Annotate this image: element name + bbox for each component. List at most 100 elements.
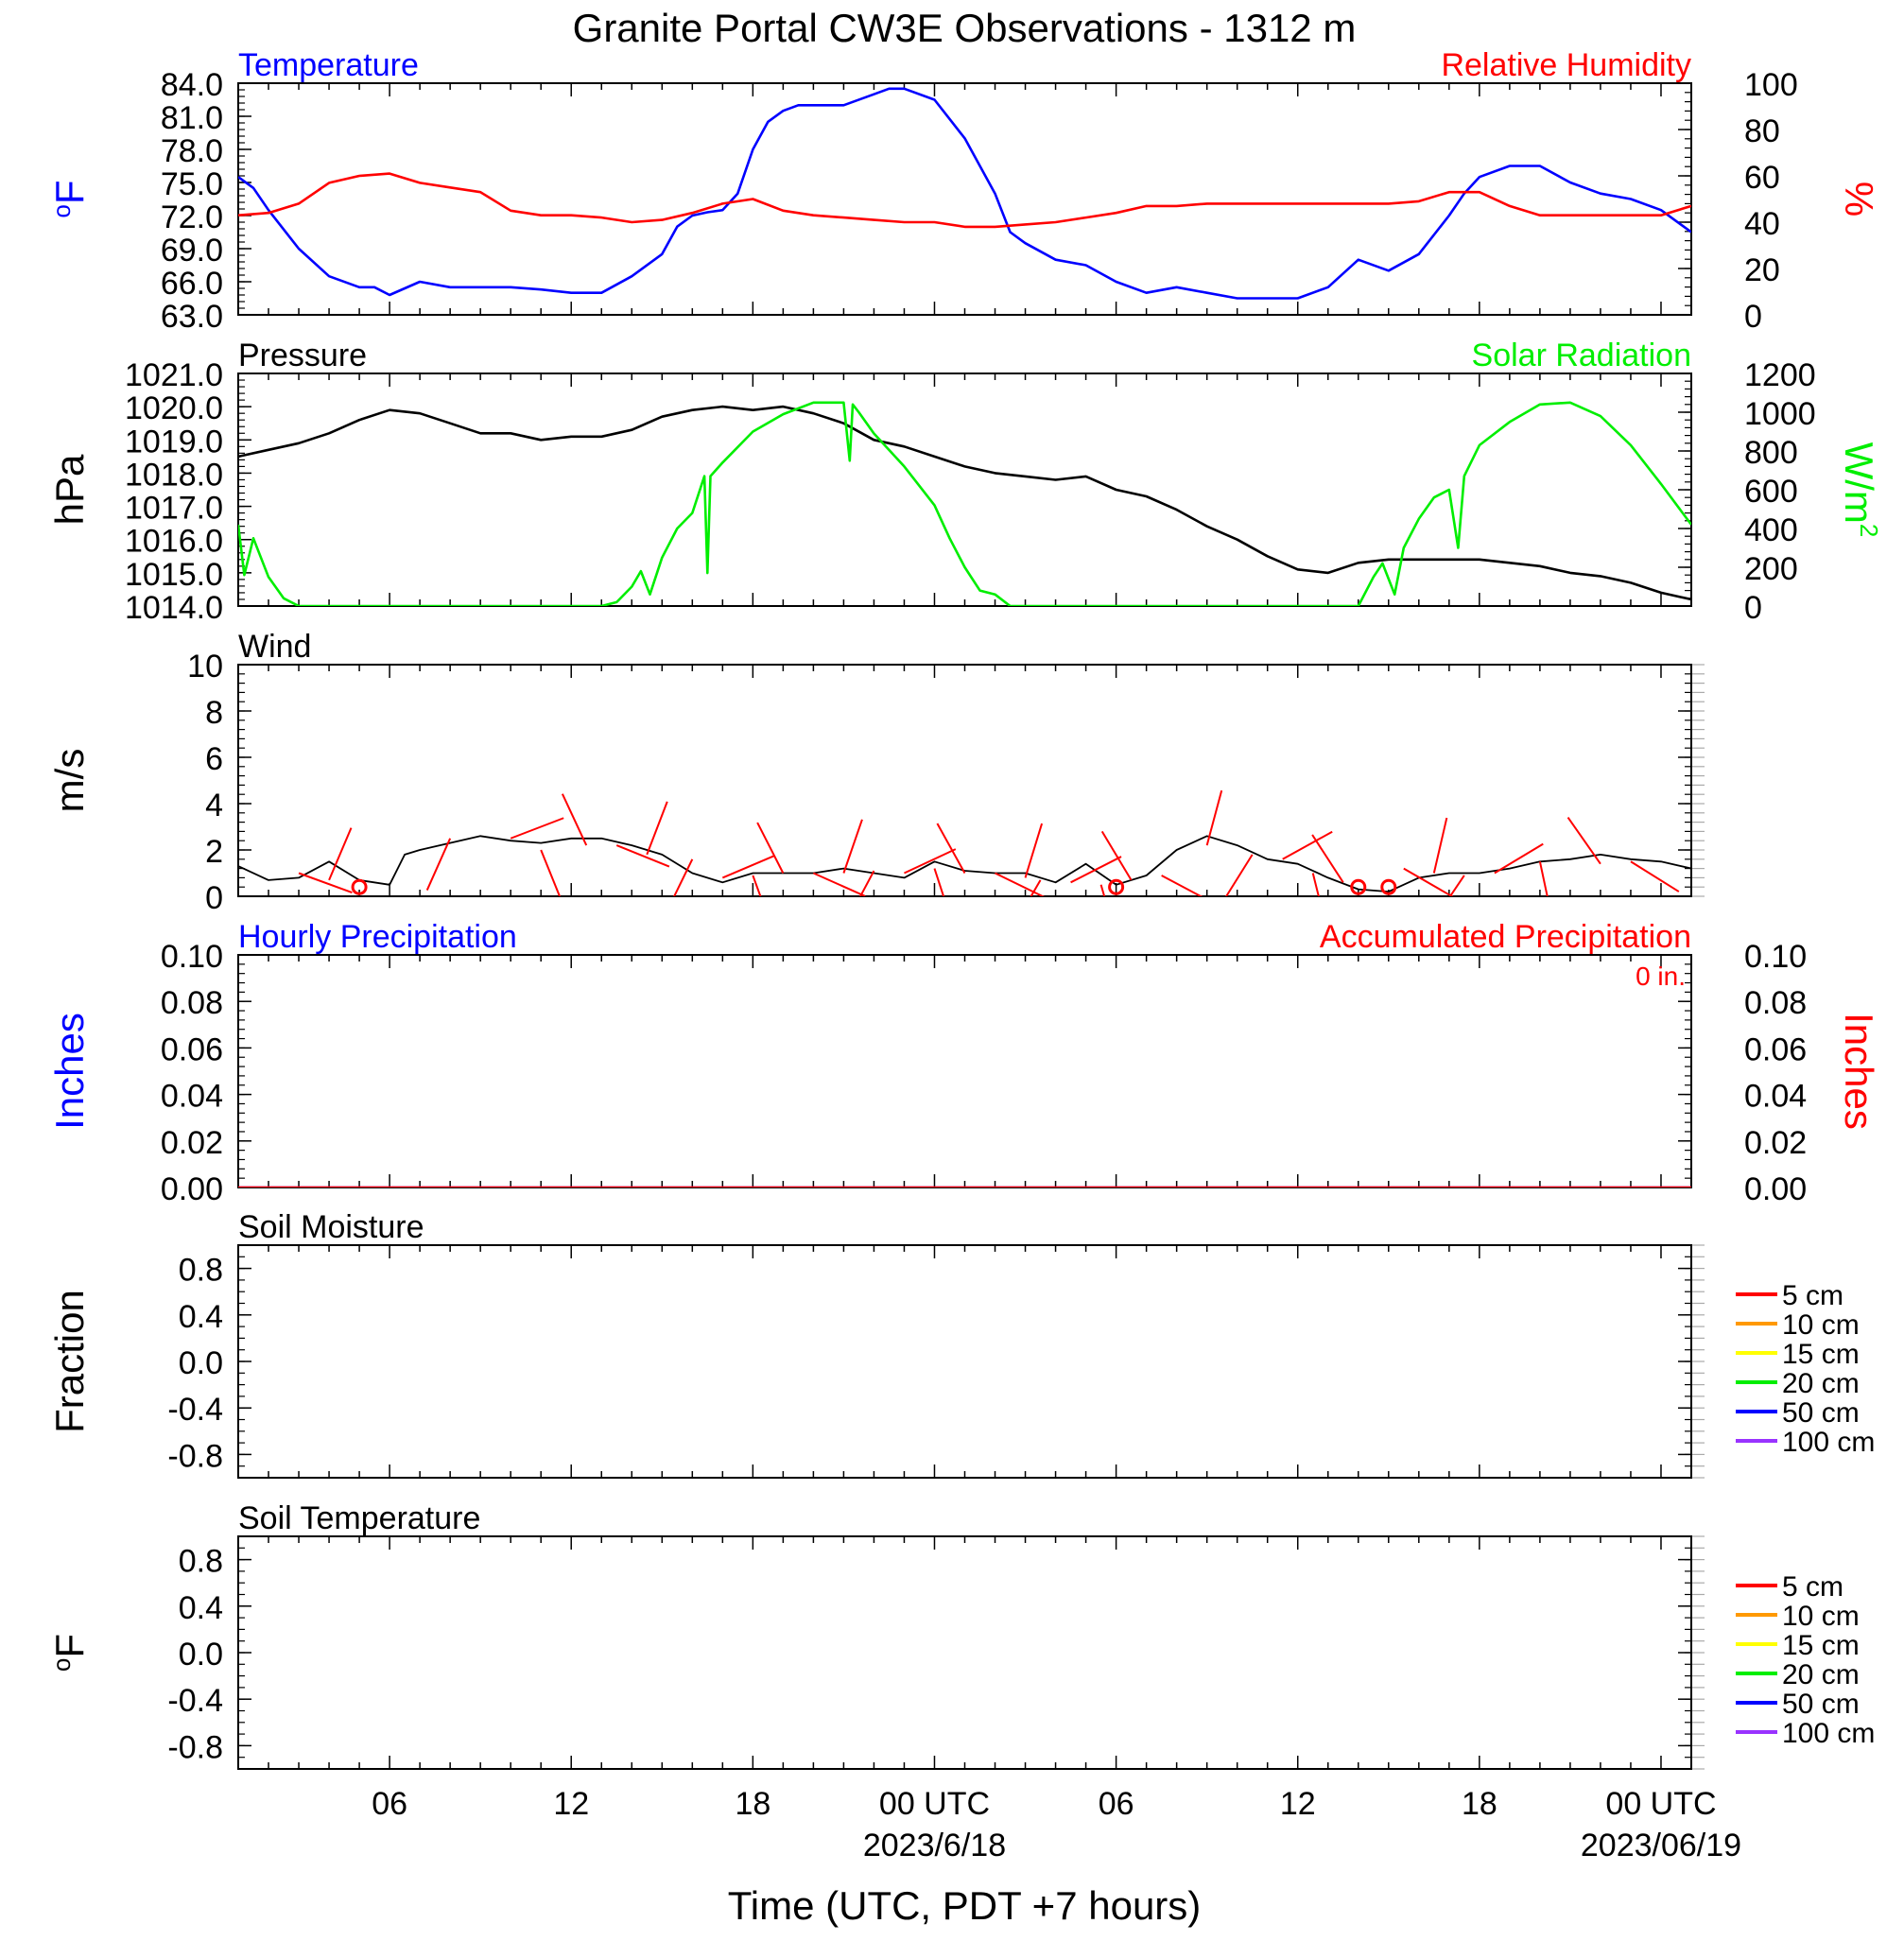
y-tick-label: 0.0 [179,1637,223,1672]
y-axis-label: Fraction [47,1290,92,1433]
calm-marker [1108,878,1125,895]
wind-barb [1224,854,1254,896]
y-tick-label: -0.4 [167,1392,223,1428]
x-tick-label: 06 [372,1786,407,1822]
y-tick-label-right: 0.00 [1744,1171,1807,1207]
y-tick-label: 6 [205,741,223,777]
y-tick-label-right: 60 [1744,160,1780,196]
series-group [238,87,1691,300]
plot-frame [237,82,1692,316]
y-tick-label: 63.0 [161,299,223,335]
legend-label: 50 cm [1782,1689,1860,1720]
wind-barb [510,817,564,840]
wind-barb [673,858,694,896]
series-line-1 [238,172,1691,229]
panel-title-left: Soil Moisture [238,1209,424,1245]
panel-title-right: Solar Radiation [1472,338,1691,373]
y-tick-label-right: 0 [1744,590,1762,626]
legend-label: 100 cm [1782,1427,1875,1458]
legend-label: 20 cm [1782,1368,1860,1399]
y-tick-label-right: 1000 [1744,396,1816,432]
y-tick-label-right: 0.04 [1744,1079,1807,1115]
wind-barb [328,827,353,881]
y-tick-label: 0.06 [161,1031,223,1067]
plot-frame [237,1244,1692,1479]
wind-barb [1432,817,1448,874]
wind-barb [1205,789,1223,846]
wind-barb [1282,830,1333,860]
y-tick-label-right: 0.06 [1744,1031,1807,1067]
wind-barb [936,823,966,874]
y-tick-label: 0.0 [179,1345,223,1381]
y-tick-label-right: 200 [1744,551,1798,587]
y-tick-label: 8 [205,695,223,731]
y-tick-label-right: 1200 [1744,357,1816,393]
series-line-0 [238,835,1691,893]
wind-barb [842,819,863,874]
calm-marker [351,878,368,895]
y-tick-label-right: 100 [1744,67,1798,103]
y-tick-label: 1017.0 [125,491,223,527]
x-tick-label: 00 UTC [879,1786,990,1822]
y-tick-label: 0.8 [179,1253,223,1289]
y-tick-label: -0.8 [167,1729,223,1765]
y-tick-label: 1019.0 [125,424,223,459]
y-tick-label: 1016.0 [125,524,223,560]
legend-label: 20 cm [1782,1659,1860,1690]
wind-barb [1030,879,1042,896]
y-tick-label: 78.0 [161,133,223,169]
y-tick-label-right: 600 [1744,474,1798,510]
wind-barb [1494,842,1544,875]
y-axis-label-right: % [1837,182,1881,217]
y-tick-label: 75.0 [161,166,223,202]
wind-barb [646,801,668,856]
wind-barb [858,870,875,896]
panel-4: 0.8 0.4 0.0 -0.4 -0.8 Soil Moisture Fraction 5 … [47,1209,1875,1479]
y-tick-label: 1014.0 [125,590,223,626]
calm-marker [1350,878,1367,895]
y-tick-label: 1015.0 [125,557,223,593]
x-date-label: 2023/06/19 [1581,1828,1741,1863]
wind-barb [561,793,588,846]
wind-barb [933,868,945,896]
panel-title-right: Relative Humidity [1441,47,1691,83]
wind-barb [1630,860,1680,893]
x-date-label: 2023/6/18 [863,1828,1006,1863]
wind-barb [615,844,670,868]
wind-barb [1538,861,1549,896]
wind-barb [1024,823,1044,878]
x-axis-label: Time (UTC, PDT +7 hours) [728,1883,1202,1928]
y-axis-label: m/s [47,749,92,813]
y-tick-label-right: 800 [1744,435,1798,471]
wind-barb [1161,875,1203,896]
panel-title-right: Accumulated Precipitation [1320,919,1691,955]
y-tick-label: 0.02 [161,1125,223,1161]
x-tick-label: 12 [1280,1786,1316,1822]
y-axis-label: hPa [47,454,92,525]
y-tick-label: -0.4 [167,1683,223,1719]
wind-barb [540,849,562,896]
legend-label: 10 cm [1782,1309,1860,1341]
y-tick-label-right: 0.10 [1744,939,1807,975]
y-tick-label-right: 0.08 [1744,985,1807,1021]
y-tick-label-right: 400 [1744,512,1798,548]
wind-barb [1311,873,1320,896]
plot-frame [237,1535,1692,1770]
y-axis-label-right: W/m2 [1837,442,1883,538]
y-tick-label: 84.0 [161,67,223,103]
y-tick-label-right: 0.02 [1744,1125,1807,1161]
y-tick-label: 1020.0 [125,390,223,426]
wind-barb [1311,834,1344,883]
precip-total-annotation: 0 in. [1636,962,1686,991]
legend-label: 5 cm [1782,1571,1843,1603]
wind-barb [756,822,785,874]
y-tick-label: 0.10 [161,939,223,975]
series-line-0 [238,405,1691,601]
wind-barb [1448,875,1465,896]
y-tick-label: -0.8 [167,1438,223,1474]
series-line-0 [238,87,1691,300]
legend-label: 15 cm [1782,1339,1860,1370]
wind-barb [904,848,957,875]
y-axis-label-right: Inches [1837,1013,1881,1130]
legend-label: 100 cm [1782,1718,1875,1749]
